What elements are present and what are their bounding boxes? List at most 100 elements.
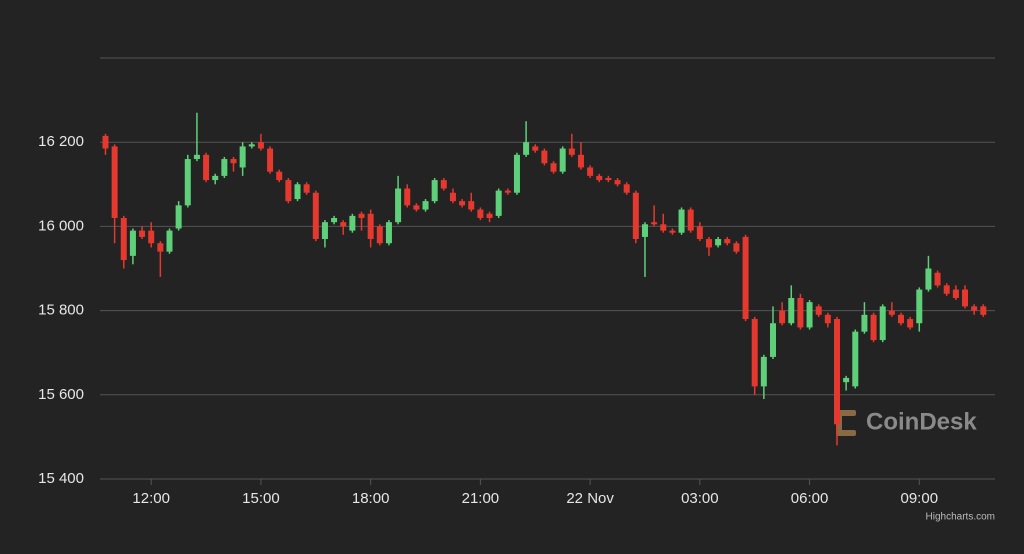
candle-body	[788, 297, 795, 324]
candle-body	[898, 314, 905, 324]
candle-body	[230, 159, 237, 164]
candle-body	[120, 217, 127, 261]
candle-body	[861, 314, 868, 332]
candle-body	[980, 306, 987, 315]
candle-body	[651, 222, 658, 225]
x-tick-label: 12:00	[132, 490, 170, 507]
candle-body	[312, 192, 319, 240]
candle-body	[413, 205, 420, 210]
candle-body	[605, 177, 612, 181]
candle-body	[404, 188, 411, 206]
candle-body	[532, 146, 539, 151]
candle-body	[660, 224, 667, 231]
candle-body	[843, 377, 850, 383]
watermark: CoinDesk	[866, 408, 977, 435]
candle-body	[139, 230, 146, 237]
candle-body	[294, 184, 301, 200]
y-tick-label: 15 400	[38, 470, 84, 487]
candle-body	[907, 319, 914, 328]
candle-body	[641, 224, 648, 237]
candle-body	[349, 215, 356, 231]
candle-body	[239, 146, 246, 168]
candle-body	[879, 306, 886, 341]
candle-body	[459, 201, 466, 206]
candle-body	[166, 230, 173, 252]
candle-body	[687, 209, 694, 231]
candle-body	[769, 323, 776, 357]
candle-body	[696, 226, 703, 240]
candle-body	[285, 180, 292, 202]
candle-body	[504, 190, 511, 193]
candle-body	[632, 192, 639, 240]
candle-body	[797, 297, 804, 328]
x-tick-label: 18:00	[352, 490, 390, 507]
candle-body	[221, 159, 228, 176]
candle-body	[824, 314, 831, 324]
candle-body	[385, 222, 392, 244]
candle-body	[852, 331, 859, 387]
candle-body	[916, 289, 923, 324]
candle-body	[971, 306, 978, 311]
candle-body	[257, 142, 264, 149]
candle-body	[541, 150, 548, 164]
candle-body	[952, 289, 959, 298]
candle-body	[148, 230, 155, 244]
candle-body	[486, 213, 493, 218]
candle-body	[175, 205, 182, 229]
candle-body	[733, 243, 740, 252]
candle-body	[943, 285, 950, 294]
candle-body	[513, 154, 520, 193]
candle-body	[340, 222, 347, 227]
y-tick-label: 15 600	[38, 386, 84, 403]
candle-body	[934, 272, 941, 286]
candle-body	[129, 230, 136, 256]
candle-body	[962, 289, 969, 307]
candle-body	[468, 201, 475, 210]
candle-body	[568, 148, 575, 155]
candle-body	[587, 167, 594, 176]
candle-body	[833, 319, 840, 425]
candle-body	[395, 188, 402, 223]
candle-body	[523, 142, 530, 155]
y-tick-label: 15 800	[38, 302, 84, 319]
candle-body	[495, 190, 502, 216]
candle-body	[669, 230, 676, 233]
candle-body	[184, 159, 191, 206]
candle-body	[203, 154, 210, 181]
x-tick-label: 22 Nov	[566, 490, 614, 507]
candle-body	[577, 154, 584, 168]
candle-body	[422, 201, 429, 210]
candle-body	[925, 268, 932, 290]
candle-body	[367, 213, 374, 240]
y-tick-label: 16 000	[38, 217, 84, 234]
candle-body	[705, 239, 712, 248]
candle-body	[477, 209, 484, 218]
candle-body	[431, 180, 438, 202]
candle-body	[157, 243, 164, 252]
candle-body	[596, 175, 603, 181]
candle-body	[331, 217, 338, 223]
candle-body	[806, 302, 813, 328]
x-tick-label: 03:00	[681, 490, 719, 507]
candle-body	[742, 236, 749, 320]
candle-body	[751, 319, 758, 387]
candle-body	[111, 146, 118, 218]
candle-body	[440, 180, 447, 189]
candle-body	[276, 171, 283, 181]
candle-body	[212, 175, 219, 181]
candle-body	[623, 184, 630, 193]
candle-body	[248, 144, 255, 147]
candle-body	[678, 209, 685, 233]
candle-body	[779, 310, 786, 324]
candle-body	[870, 314, 877, 341]
candle-body	[715, 239, 722, 246]
candle-body	[102, 135, 109, 149]
candle-body	[449, 192, 456, 202]
candle-body	[303, 184, 310, 193]
candle-body	[724, 239, 731, 244]
candle-body	[550, 163, 557, 172]
x-tick-label: 21:00	[462, 490, 500, 507]
x-tick-label: 15:00	[242, 490, 280, 507]
